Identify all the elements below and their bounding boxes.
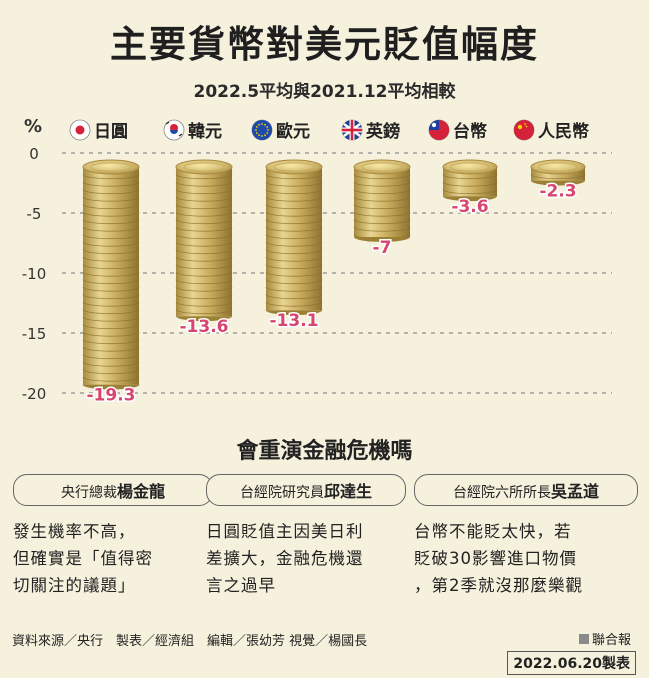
y-tick-label: 0 [29, 145, 39, 163]
quote-1: 央行總裁楊金龍 發生機率不高， 但確實是「值得密 切關注的議題」 [13, 474, 213, 599]
quote-1-speaker: 央行總裁楊金龍 [13, 474, 213, 506]
quote-2-line: 差擴大，金融危機還 [206, 549, 364, 568]
quote-2: 台經院研究員邱達生 日圓貶值主因美日利 差擴大，金融危機還 言之過早 [206, 474, 406, 599]
japan-flag-icon [69, 119, 91, 141]
legend-item: 英鎊 [341, 119, 400, 142]
legend-label: 台幣 [453, 121, 487, 142]
bar [353, 159, 411, 242]
coin-bar-chart: 0 -5 -10 -15 -20 日圓 韓元 歐元 英鎊 台幣 人民幣 -19.3 -13.6 -13… [22, 119, 612, 407]
quote-2-name: 邱達生 [323, 482, 372, 501]
y-tick-label: -15 [22, 325, 47, 343]
chart-title: 主要貨幣對美元貶值幅度 [110, 23, 539, 66]
bar [82, 159, 140, 390]
quote-3-line: 貶破30影響進口物價 [414, 549, 577, 568]
quote-3: 台經院六所所長吳孟道 台幣不能貶太快，若 貶破30影響進口物價 ，第2季就沒那麼… [414, 474, 638, 599]
quote-1-name: 楊金龍 [116, 482, 165, 501]
quote-2-text: 日圓貶值主因美日利 差擴大，金融危機還 言之過早 [206, 518, 406, 599]
legend-label: 日圓 [94, 122, 128, 142]
quote-3-text: 台幣不能貶太快，若 貶破30影響進口物價 ，第2季就沒那麼樂觀 [414, 518, 638, 599]
quote-2-speaker: 台經院研究員邱達生 [206, 474, 406, 506]
legend-item: 歐元 [251, 119, 310, 142]
brand: 聯合報 [578, 629, 631, 648]
y-axis-unit: % [24, 116, 43, 137]
y-tick-label: -20 [22, 385, 47, 403]
quote-3-role: 台經院六所所長 [452, 485, 551, 501]
legend-label: 人民幣 [538, 121, 589, 142]
legend-item: 人民幣 [513, 119, 589, 142]
quote-1-line: 切關注的議題」 [13, 576, 136, 595]
quote-1-role: 央行總裁 [60, 485, 117, 501]
chart-subtitle: 2022.5平均與2021.12平均相較 [193, 82, 456, 102]
y-tick-label: -5 [27, 205, 42, 223]
legend: 日圓 韓元 歐元 英鎊 台幣 人民幣 [69, 119, 589, 142]
taiwan-flag-icon [428, 119, 450, 141]
korea-flag-icon [163, 119, 185, 141]
quote-3-line: ，第2季就沒那麼樂觀 [414, 576, 583, 595]
grid-lines [62, 152, 612, 394]
y-axis-ticks: 0 -5 -10 -15 -20 [22, 145, 47, 403]
quote-1-text: 發生機率不高， 但確實是「值得密 切關注的議題」 [13, 518, 213, 599]
china-flag-icon [513, 119, 535, 141]
quote-2-line: 日圓貶值主因美日利 [206, 522, 364, 541]
quote-3-speaker: 台經院六所所長吳孟道 [414, 474, 638, 506]
value-label: -3.6 [451, 197, 488, 217]
bar [530, 159, 586, 186]
brand-name: 聯合報 [591, 633, 631, 648]
eu-flag-icon [251, 119, 273, 141]
bar [265, 159, 323, 316]
credits: 資料來源／央行 製表／經濟組 編輯／張幼芳 視覺／楊國長 [12, 634, 368, 649]
bar [442, 159, 498, 202]
quote-2-role: 台經院研究員 [239, 485, 324, 501]
uk-flag-icon [341, 119, 363, 141]
quote-2-line: 言之過早 [206, 576, 276, 595]
quote-3-name: 吳孟道 [550, 482, 599, 501]
value-label: -7 [373, 238, 392, 258]
quote-1-line: 但確實是「值得密 [13, 549, 153, 568]
quote-3-line: 台幣不能貶太快，若 [414, 522, 572, 541]
brand-square-icon [578, 634, 589, 644]
date-stamp: 2022.06.20製表 [507, 651, 636, 675]
legend-item: 台幣 [428, 119, 487, 142]
value-label: -2.3 [539, 182, 576, 202]
value-labels: -19.3 -13.6 -13.1 -7 -3.6 -2.3 [85, 180, 578, 407]
value-label: -19.3 [87, 386, 136, 406]
quote-1-line: 發生機率不高， [13, 522, 136, 541]
legend-label: 歐元 [276, 121, 310, 142]
bar [175, 159, 233, 322]
bars [82, 159, 586, 390]
section-question: 會重演金融危機嗎 [236, 439, 413, 464]
value-label: -13.6 [180, 317, 229, 337]
legend-item: 韓元 [163, 119, 222, 142]
legend-label: 韓元 [188, 121, 222, 142]
value-label: -13.1 [270, 311, 319, 331]
legend-label: 英鎊 [366, 121, 400, 142]
legend-item: 日圓 [69, 119, 128, 142]
y-tick-label: -10 [22, 265, 47, 283]
